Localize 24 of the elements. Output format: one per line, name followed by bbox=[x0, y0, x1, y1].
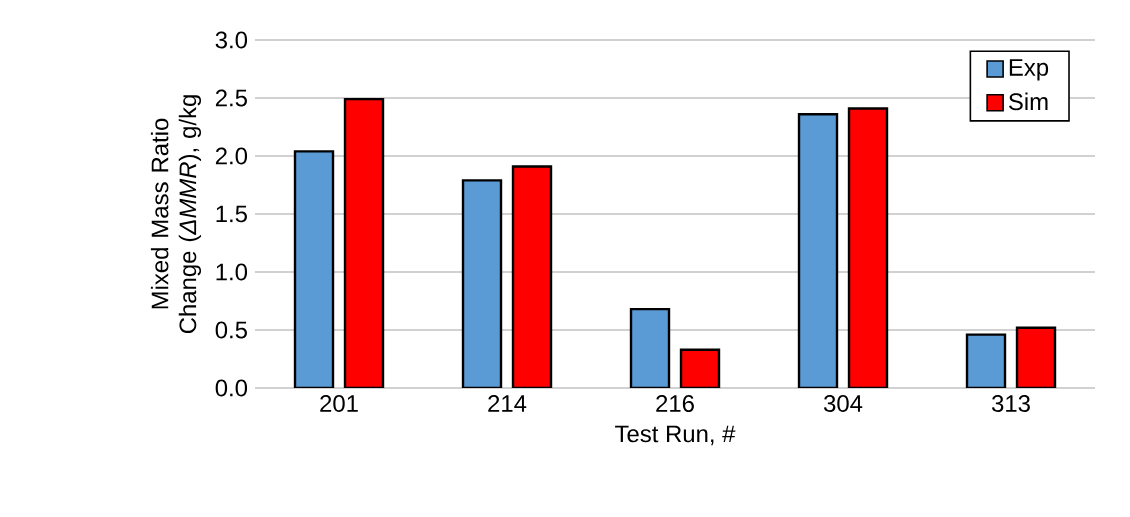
bar bbox=[965, 333, 1007, 388]
y-tick-label: 1.0 bbox=[216, 263, 248, 281]
legend-label: Sim bbox=[1008, 92, 1048, 111]
bar bbox=[293, 150, 335, 388]
bar bbox=[343, 97, 385, 388]
bar bbox=[511, 165, 553, 388]
x-tick-label: 214 bbox=[488, 395, 527, 412]
x-tick-label: 216 bbox=[656, 395, 694, 412]
y-tick-label: 2.5 bbox=[215, 89, 247, 107]
x-tick-label: 304 bbox=[823, 395, 863, 412]
x-tick-label: 313 bbox=[991, 395, 1030, 412]
y-tick-label: 1.5 bbox=[216, 205, 247, 223]
legend-label: Exp bbox=[1009, 59, 1049, 81]
bar bbox=[847, 107, 889, 388]
y-tick-label: 0.0 bbox=[215, 379, 248, 397]
y-tick-label: 3.0 bbox=[215, 31, 248, 49]
y-tick-label: 0.5 bbox=[215, 321, 247, 339]
y-tick-label: 2.0 bbox=[215, 147, 248, 165]
x-axis-title: Test Run, # bbox=[615, 425, 736, 446]
bar bbox=[1015, 326, 1057, 388]
bar bbox=[797, 113, 839, 388]
bar bbox=[461, 179, 503, 388]
x-tick-label: 201 bbox=[320, 395, 358, 412]
bar bbox=[629, 307, 671, 388]
